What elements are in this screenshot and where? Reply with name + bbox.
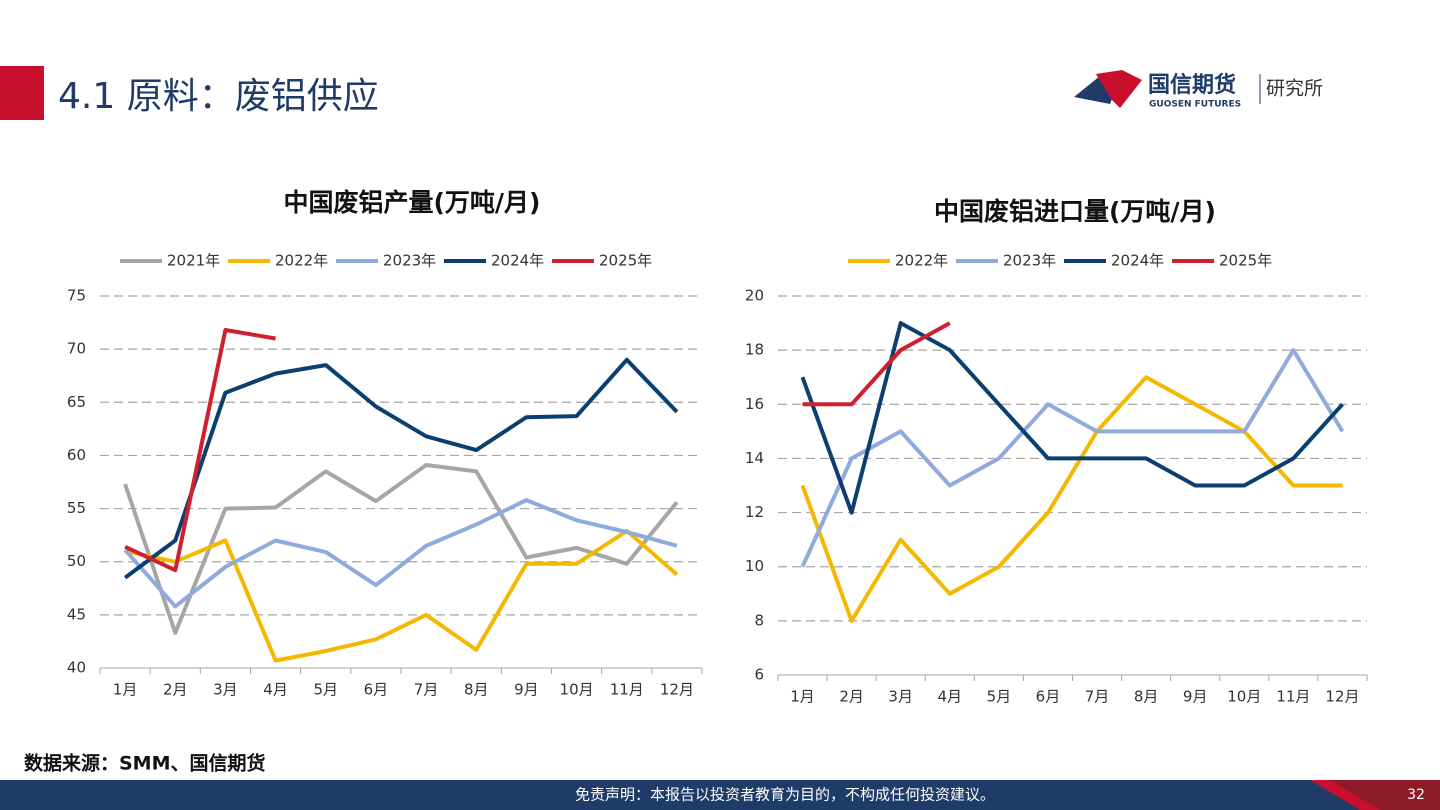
y-tick-label: 65: [67, 393, 86, 411]
legend-label: 2025年: [599, 252, 652, 270]
x-tick-label: 8月: [464, 681, 489, 699]
logo-unit: 研究所: [1266, 78, 1323, 100]
chart-title: 中国废铝产量(万吨/月): [284, 188, 541, 217]
chart-title: 中国废铝进口量(万吨/月): [934, 197, 1216, 226]
logo-name: 国信期货: [1148, 72, 1236, 98]
logo-english: GUOSEN FUTURES: [1149, 100, 1241, 110]
x-tick-label: 7月: [1085, 688, 1110, 706]
x-tick-label: 12月: [1325, 688, 1359, 706]
x-tick-label: 4月: [263, 681, 288, 699]
footer-bar: [0, 780, 1440, 810]
x-tick-label: 8月: [1134, 688, 1159, 706]
y-tick-label: 70: [67, 340, 86, 358]
x-tick-label: 9月: [514, 681, 539, 699]
y-tick-label: 16: [745, 395, 764, 413]
legend-label: 2022年: [275, 252, 328, 270]
legend-label: 2022年: [895, 252, 948, 270]
x-tick-label: 1月: [113, 681, 138, 699]
x-tick-label: 6月: [1036, 688, 1061, 706]
x-tick-label: 10月: [1227, 688, 1261, 706]
x-tick-label: 7月: [414, 681, 439, 699]
x-tick-label: 1月: [790, 688, 815, 706]
source-note: 数据来源：SMM、国信期货: [24, 752, 266, 775]
legend-label: 2024年: [491, 252, 544, 270]
series-line: [123, 357, 679, 580]
y-tick-label: 60: [67, 446, 86, 464]
slide-title: 4.1 原料：废铝供应: [58, 76, 379, 117]
x-tick-label: 11月: [610, 681, 644, 699]
y-tick-label: 55: [67, 499, 86, 517]
y-tick-label: 40: [67, 659, 86, 677]
page-number: 32: [1407, 787, 1425, 803]
title-accent: [0, 66, 44, 120]
y-tick-label: 50: [67, 552, 86, 570]
series-line: [123, 463, 679, 635]
legend-label: 2021年: [167, 252, 220, 270]
y-tick-label: 12: [745, 503, 764, 521]
series-line: [800, 321, 1344, 515]
series-line: [800, 375, 1343, 623]
y-tick-label: 8: [754, 611, 764, 629]
legend-label: 2023年: [383, 252, 436, 270]
x-tick-label: 3月: [888, 688, 913, 706]
x-tick-label: 6月: [364, 681, 389, 699]
x-tick-label: 4月: [938, 688, 963, 706]
series-line: [802, 321, 951, 407]
y-tick-label: 6: [754, 666, 764, 684]
x-tick-label: 12月: [660, 681, 694, 699]
x-tick-label: 2月: [163, 681, 188, 699]
legend-label: 2025年: [1219, 252, 1272, 270]
x-tick-label: 5月: [987, 688, 1012, 706]
disclaimer: 免责声明：本报告以投资者教育为目的，不构成任何投资建议。: [575, 786, 995, 804]
y-tick-label: 18: [745, 341, 764, 359]
series-line: [800, 348, 1345, 568]
x-tick-label: 2月: [839, 688, 864, 706]
y-tick-label: 45: [67, 605, 86, 623]
x-tick-label: 11月: [1276, 688, 1310, 706]
y-tick-label: 20: [745, 287, 764, 305]
series-line: [124, 328, 276, 573]
x-tick-label: 3月: [213, 681, 238, 699]
y-tick-label: 10: [745, 557, 764, 575]
series-line: [124, 528, 679, 663]
x-tick-label: 9月: [1183, 688, 1208, 706]
series-line: [123, 498, 678, 609]
y-tick-label: 14: [745, 449, 764, 467]
y-tick-label: 75: [67, 287, 86, 305]
legend-label: 2024年: [1111, 252, 1164, 270]
logo-mark: [1096, 70, 1142, 108]
x-tick-label: 10月: [560, 681, 594, 699]
footer-accent: [1330, 780, 1440, 810]
logo: 国信期货 GUOSEN FUTURES 研究所: [1074, 70, 1323, 110]
legend-label: 2023年: [1003, 252, 1056, 270]
x-tick-label: 5月: [313, 681, 338, 699]
